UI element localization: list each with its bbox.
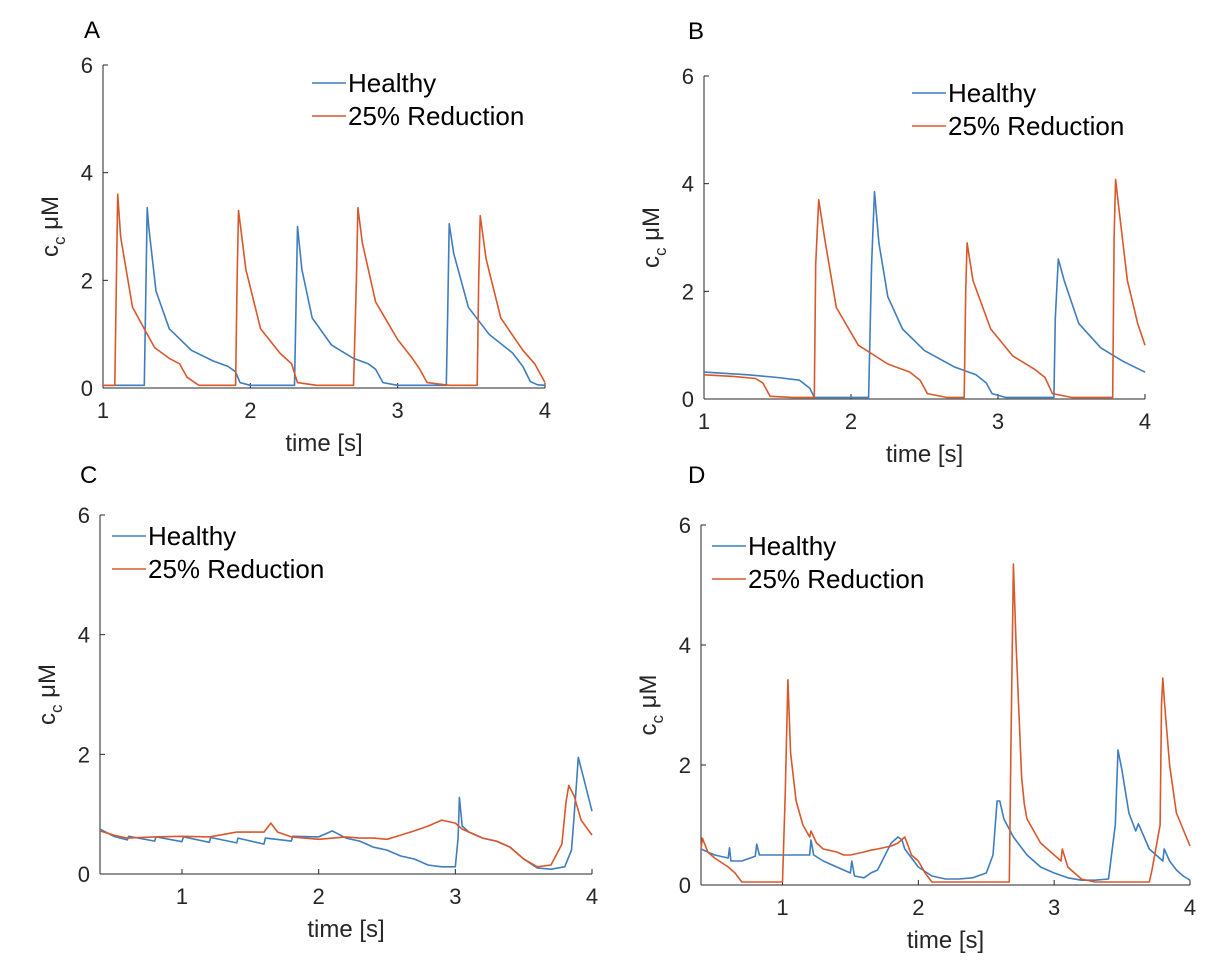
x-tick-label: 2 — [244, 398, 256, 423]
y-axis-label-main: c — [34, 713, 61, 725]
y-tick-label: 0 — [679, 873, 691, 898]
y-tick-label: 2 — [81, 268, 93, 293]
x-tick-label: 1 — [176, 884, 188, 909]
y-axis-label-main: c — [37, 245, 64, 257]
y-tick-label: 6 — [679, 513, 691, 538]
x-tick-label: 1 — [97, 398, 109, 423]
panel-letter: A — [84, 17, 100, 44]
y-tick-label: 4 — [78, 623, 90, 648]
x-tick-label: 3 — [1048, 895, 1060, 920]
series-line-reduction — [700, 563, 1191, 883]
y-axis-label-unit: μM — [635, 675, 662, 716]
x-axis-label: time [s] — [886, 441, 963, 468]
x-axis-label: time [s] — [285, 430, 362, 457]
x-tick-label: 2 — [845, 409, 857, 434]
x-axis-label: time [s] — [907, 927, 984, 954]
legend-entry: Healthy — [348, 68, 436, 98]
series-line-reduction — [103, 193, 546, 387]
panel-letter: D — [688, 462, 705, 489]
y-axis-label-main: c — [638, 256, 665, 268]
legend-entry: 25% Reduction — [148, 554, 324, 584]
x-tick-label: 3 — [392, 398, 404, 423]
x-tick-label: 4 — [586, 884, 598, 909]
series-line-healthy — [103, 206, 546, 387]
y-tick-label: 6 — [682, 64, 694, 89]
y-axis-label-subscript: c — [50, 236, 69, 245]
y-tick-label: 6 — [81, 53, 93, 78]
series-line-healthy — [703, 190, 1146, 399]
legend-entry: 25% Reduction — [748, 564, 924, 594]
y-tick-label: 2 — [682, 279, 694, 304]
y-tick-label: 0 — [78, 862, 90, 887]
y-axis-label: cc μM — [37, 196, 69, 257]
y-axis-label: cc μM — [34, 664, 66, 725]
y-tick-label: 0 — [682, 387, 694, 412]
legend-entry: Healthy — [748, 531, 836, 561]
x-tick-label: 2 — [912, 895, 924, 920]
y-axis-label-subscript: c — [651, 247, 670, 256]
y-axis-label-main: c — [635, 724, 662, 736]
panel-letter: C — [80, 462, 97, 489]
x-axis-label: time [s] — [307, 916, 384, 943]
y-axis-label-unit: μM — [34, 664, 61, 705]
legend-entry: Healthy — [148, 521, 236, 551]
y-tick-label: 0 — [81, 376, 93, 401]
legend-entry: Healthy — [948, 78, 1036, 108]
y-axis-label-subscript: c — [648, 715, 667, 724]
panel-letter: B — [688, 18, 704, 45]
y-axis-label-unit: μM — [37, 196, 64, 237]
y-axis-label: cc μM — [638, 207, 670, 268]
x-tick-label: 2 — [313, 884, 325, 909]
y-tick-label: 2 — [78, 742, 90, 767]
x-tick-label: 3 — [449, 884, 461, 909]
y-tick-label: 6 — [78, 503, 90, 528]
series-line-healthy — [99, 756, 593, 871]
y-tick-label: 2 — [679, 753, 691, 778]
y-tick-label: 4 — [682, 172, 694, 197]
series-line-healthy — [700, 749, 1191, 882]
y-axis-label-subscript: c — [47, 704, 66, 713]
x-tick-label: 1 — [698, 409, 710, 434]
x-tick-label: 4 — [1139, 409, 1151, 434]
y-axis-label-unit: μM — [638, 207, 665, 248]
legend-entry: 25% Reduction — [948, 111, 1124, 141]
y-tick-label: 4 — [81, 161, 93, 186]
x-tick-label: 4 — [1184, 895, 1196, 920]
legend-entry: 25% Reduction — [348, 101, 524, 131]
y-axis-label: cc μM — [635, 675, 667, 736]
x-tick-label: 4 — [539, 398, 551, 423]
series-line-reduction — [703, 178, 1146, 399]
y-tick-label: 4 — [679, 633, 691, 658]
x-tick-label: 1 — [776, 895, 788, 920]
x-tick-label: 3 — [992, 409, 1004, 434]
series-line-reduction — [99, 784, 593, 868]
